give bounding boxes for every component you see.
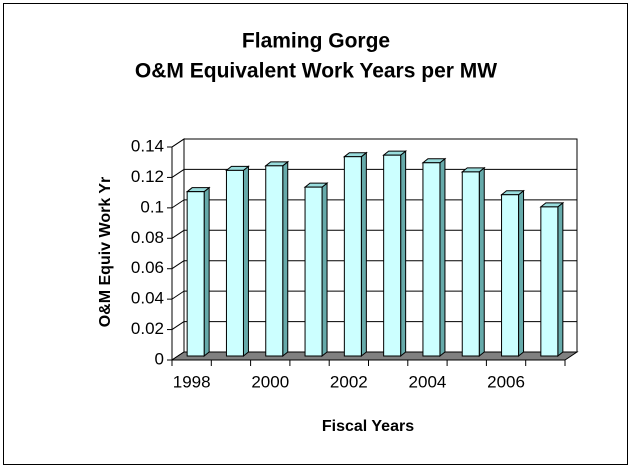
bar [501, 194, 520, 357]
chart-title: O&M Equivalent Work Years per MW [135, 60, 497, 83]
y-tick-label: 0.14 [131, 136, 164, 155]
grid-line [171, 260, 185, 270]
chart-title: Flaming Gorge [242, 30, 390, 53]
bar-side [360, 151, 367, 358]
grid-line [171, 290, 185, 300]
bar-side [242, 165, 249, 358]
y-tick-label: 0.1 [140, 197, 164, 216]
y-tick-label: 0 [155, 349, 164, 368]
bar-side [321, 182, 328, 358]
x-axis-title: Fiscal Years [322, 418, 414, 435]
y-tick-label: 0.08 [131, 228, 164, 247]
bar-side [518, 189, 525, 358]
bar [265, 165, 284, 357]
y-tick-label: 0.04 [131, 289, 164, 308]
side-wall [171, 138, 185, 361]
grid-line [171, 229, 185, 239]
bar [461, 171, 480, 357]
x-tick-label: 2006 [487, 372, 525, 391]
grid-line [171, 321, 185, 330]
y-tick-label: 0.12 [131, 167, 164, 186]
x-tick-label: 2004 [409, 372, 447, 391]
x-tick-label: 1998 [173, 372, 211, 391]
bar-side [478, 166, 485, 358]
bar [186, 191, 205, 357]
bar [422, 162, 441, 357]
x-tick-label: 2000 [251, 372, 289, 391]
bar-side [282, 160, 289, 358]
bar [540, 206, 559, 357]
bar-side [557, 201, 564, 358]
x-tick-label: 2002 [330, 372, 368, 391]
bar [383, 154, 402, 357]
bar [343, 156, 362, 357]
y-tick-label: 0.06 [131, 258, 164, 277]
y-axis-title: O&M Equiv Work Yr [97, 177, 114, 328]
bar [225, 169, 244, 357]
grid-line [171, 138, 185, 148]
bar-side [203, 186, 210, 358]
grid-line [171, 199, 185, 209]
bar-side [400, 150, 407, 358]
y-tick-label: 0.02 [131, 319, 164, 338]
grid-line [171, 169, 185, 178]
bar-side [439, 157, 446, 358]
bar [304, 186, 323, 357]
